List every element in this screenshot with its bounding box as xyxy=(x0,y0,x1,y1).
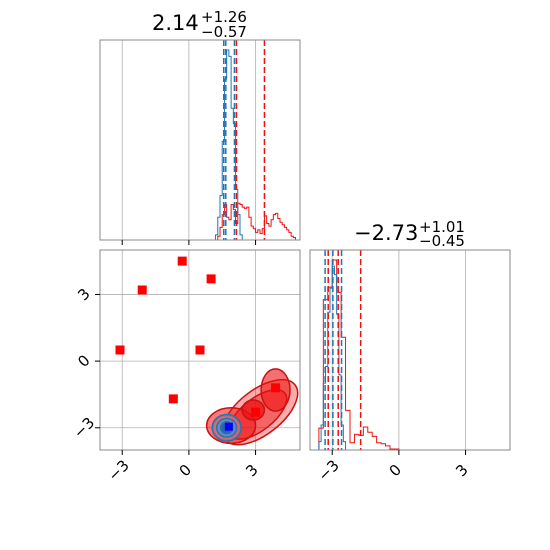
title-param2-sub: −0.45 xyxy=(419,232,465,250)
histogram-param1-panel xyxy=(99,39,301,245)
titles: 2.14 +1.26 −0.57 −2.73 +1.01 −0.45 xyxy=(152,8,465,250)
right-xaxis-label-1: 0 xyxy=(386,461,405,480)
marker-square-0 xyxy=(115,345,125,355)
marker-square-3 xyxy=(206,274,216,284)
title-param2: −2.73 xyxy=(354,221,418,245)
title-param2-sup: +1.01 xyxy=(419,218,465,236)
joint-yaxis-label-1: 0 xyxy=(74,351,93,370)
marker-square-1 xyxy=(137,285,147,295)
title-param1-sub: −0.57 xyxy=(201,23,247,41)
joint-yaxis-label-0: −3 xyxy=(70,414,98,442)
marker-square-7 xyxy=(251,407,261,417)
joint-posterior-panel: −3 0 3 −3 0 3 xyxy=(70,249,301,485)
truth-marker xyxy=(224,422,233,431)
joint-xaxis-label-1: 0 xyxy=(176,461,195,480)
marker-square-5 xyxy=(168,394,178,404)
marker-square-2 xyxy=(177,256,187,266)
marker-square-4 xyxy=(195,345,205,355)
marker-square-6 xyxy=(271,383,281,393)
joint-xaxis-label-2: 3 xyxy=(242,461,261,480)
right-xaxis-label-0: −3 xyxy=(315,456,343,484)
title-param1-sup: +1.26 xyxy=(201,8,247,26)
hist-red-param1 xyxy=(217,202,297,240)
joint-xaxis-label-0: −3 xyxy=(105,456,133,484)
histogram-param2-panel: −3 0 3 xyxy=(309,249,511,485)
joint-frame xyxy=(99,249,301,451)
right-frame xyxy=(309,249,511,451)
hist-blue-param1 xyxy=(215,49,243,240)
joint-yaxis-label-2: 3 xyxy=(74,285,93,304)
right-xaxis-label-2: 3 xyxy=(452,461,471,480)
title-param1: 2.14 xyxy=(152,11,199,35)
top-frame xyxy=(99,39,301,241)
